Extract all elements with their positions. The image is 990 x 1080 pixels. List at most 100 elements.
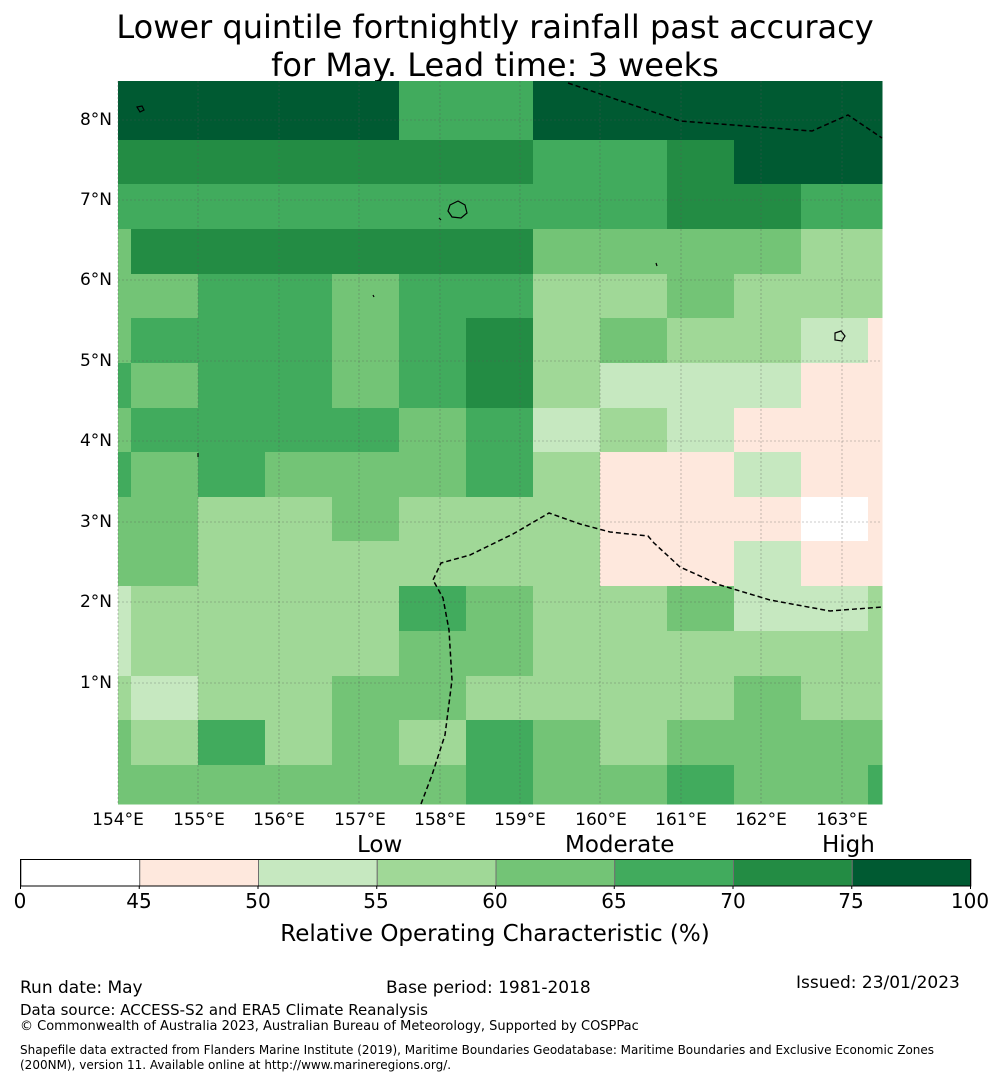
grid-cell	[667, 497, 735, 542]
grid-cell	[118, 765, 132, 805]
grid-cell	[399, 318, 467, 364]
grid-cell	[131, 363, 199, 409]
grid-cell	[131, 318, 199, 364]
grid-cell	[131, 586, 199, 632]
grid-cell	[801, 363, 869, 409]
grid-cell	[868, 140, 883, 185]
grid-cell	[667, 274, 735, 319]
grid-cell	[667, 720, 735, 766]
grid-cell	[801, 408, 869, 453]
grid-cell	[332, 318, 400, 364]
grid-cell	[265, 720, 333, 766]
grid-cell	[734, 363, 802, 409]
issued-date: Issued: 23/01/2023	[796, 973, 960, 993]
grid-cell	[667, 676, 735, 721]
grid-cell	[265, 81, 333, 141]
grid-cell	[667, 586, 735, 632]
grid-cell	[332, 140, 400, 185]
grid-cell	[868, 363, 883, 409]
grid-cell	[801, 229, 869, 275]
lon-label-161e: 161°E	[655, 810, 707, 830]
grid-cell	[734, 184, 802, 230]
colorbar-segment	[139, 859, 259, 887]
grid-cell	[399, 81, 467, 141]
grid-cell	[734, 497, 802, 542]
grid-cell	[265, 408, 333, 453]
lon-label-156e: 156°E	[253, 810, 305, 830]
grid-cell	[667, 229, 735, 275]
grid-cell	[131, 408, 199, 453]
grid-cell	[198, 765, 266, 805]
colorbar-segment	[258, 859, 378, 887]
grid-cell	[734, 631, 802, 677]
grid-cell	[131, 452, 199, 498]
grid-cell	[198, 229, 266, 275]
grid-cell	[332, 274, 400, 319]
grid-cell	[600, 541, 668, 587]
grid-cell	[198, 274, 266, 319]
grid-cell	[332, 81, 400, 141]
lat-label-2n: 2°N	[79, 592, 112, 612]
grid-cell	[399, 229, 467, 275]
lon-label-158e: 158°E	[414, 810, 466, 830]
grid-cell	[198, 184, 266, 230]
grid-cell	[265, 765, 333, 805]
grid-cell	[265, 363, 333, 409]
grid-cell	[667, 318, 735, 364]
island-outline	[834, 330, 846, 342]
grid-cell	[332, 184, 400, 230]
map-title-line2: for May. Lead time: 3 weeks	[271, 46, 719, 84]
grid-cell	[734, 140, 802, 185]
grid-cell	[667, 81, 735, 141]
colorbar-tick-60: 60	[482, 889, 508, 913]
grid-cell	[667, 408, 735, 453]
grid-cell	[131, 229, 199, 275]
eez-boundary-north	[567, 82, 883, 139]
grid-cell	[332, 586, 400, 632]
grid-cell	[332, 452, 400, 498]
map-title-line1: Lower quintile fortnightly rainfall past…	[116, 8, 874, 46]
grid-cell	[466, 140, 534, 185]
island-outline	[372, 294, 375, 298]
grid-cell	[466, 541, 534, 587]
lat-label-6n: 6°N	[79, 270, 112, 290]
grid-cell	[533, 452, 601, 498]
grid-cell	[399, 497, 467, 542]
copyright-notice: © Commonwealth of Australia 2023, Austra…	[20, 1019, 639, 1034]
grid-cell	[533, 363, 601, 409]
grid-cell	[399, 363, 467, 409]
grid-cell	[131, 765, 199, 805]
grid-cell	[198, 497, 266, 542]
grid-cell	[118, 318, 132, 364]
grid-cell	[600, 363, 668, 409]
grid-cell	[801, 452, 869, 498]
grid-cell	[600, 452, 668, 498]
colorbar-tick-45: 45	[126, 889, 152, 913]
grid-cell	[118, 274, 132, 319]
grid-cell	[466, 720, 534, 766]
lat-label-4n: 4°N	[79, 431, 112, 451]
grid-cell	[533, 720, 601, 766]
colorbar-segment	[376, 859, 497, 887]
grid-cell	[868, 229, 883, 275]
grid-cell	[801, 541, 869, 587]
legend-category-high: High	[822, 832, 875, 858]
grid-cell	[198, 81, 266, 141]
grid-cell	[118, 497, 132, 542]
grid-cell	[801, 631, 869, 677]
run-date: Run date: May	[20, 978, 143, 998]
grid-cell	[734, 765, 802, 805]
grid-cell	[198, 318, 266, 364]
grid-cell	[466, 497, 534, 542]
data-source: Data source: ACCESS-S2 and ERA5 Climate …	[20, 1001, 428, 1019]
lon-label-154e: 154°E	[92, 810, 144, 830]
grid-cell	[131, 541, 199, 587]
colorbar-segment	[851, 859, 972, 887]
grid-cell	[600, 720, 668, 766]
island-outline	[655, 262, 658, 267]
grid-cell	[131, 720, 199, 766]
grid-cell	[332, 229, 400, 275]
grid-cell	[399, 586, 467, 632]
grid-cell	[734, 274, 802, 319]
grid-cell	[734, 676, 802, 721]
